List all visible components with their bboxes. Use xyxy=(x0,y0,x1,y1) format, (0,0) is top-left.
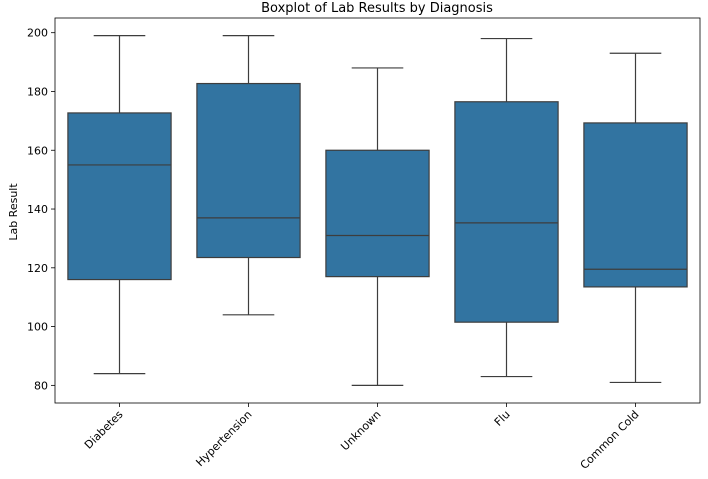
iqr-box xyxy=(325,149,430,278)
y-tick-label: 180 xyxy=(27,85,48,98)
chart-title: Boxplot of Lab Results by Diagnosis xyxy=(261,1,493,16)
y-tick-label: 80 xyxy=(34,379,48,392)
x-tick-label: Flu xyxy=(492,408,513,429)
x-tick-label: Unknown xyxy=(338,408,383,453)
x-tick-label: Diabetes xyxy=(82,408,126,452)
box-group-hypertension xyxy=(196,35,301,316)
box-group-common-cold xyxy=(583,52,688,384)
x-tick-label: Hypertension xyxy=(193,408,254,469)
iqr-box xyxy=(196,82,301,259)
y-tick-label: 120 xyxy=(27,262,48,275)
plot-area: 80 100 120 140 160 180 200 Diabetes Hypertension… xyxy=(27,17,701,472)
y-tick-label: 200 xyxy=(27,27,48,40)
y-tick-label: 100 xyxy=(27,321,48,334)
y-tick-label: 160 xyxy=(27,144,48,157)
box-group-diabetes xyxy=(67,35,172,375)
box-group-unknown xyxy=(325,67,430,386)
iqr-box xyxy=(583,122,688,288)
box-group-flu xyxy=(454,37,559,378)
x-tick-label: Common Cold xyxy=(578,408,642,472)
y-tick-label: 140 xyxy=(27,203,48,216)
y-axis-title: Lab Result xyxy=(7,183,20,241)
iqr-box xyxy=(67,112,172,281)
iqr-box xyxy=(454,101,559,323)
